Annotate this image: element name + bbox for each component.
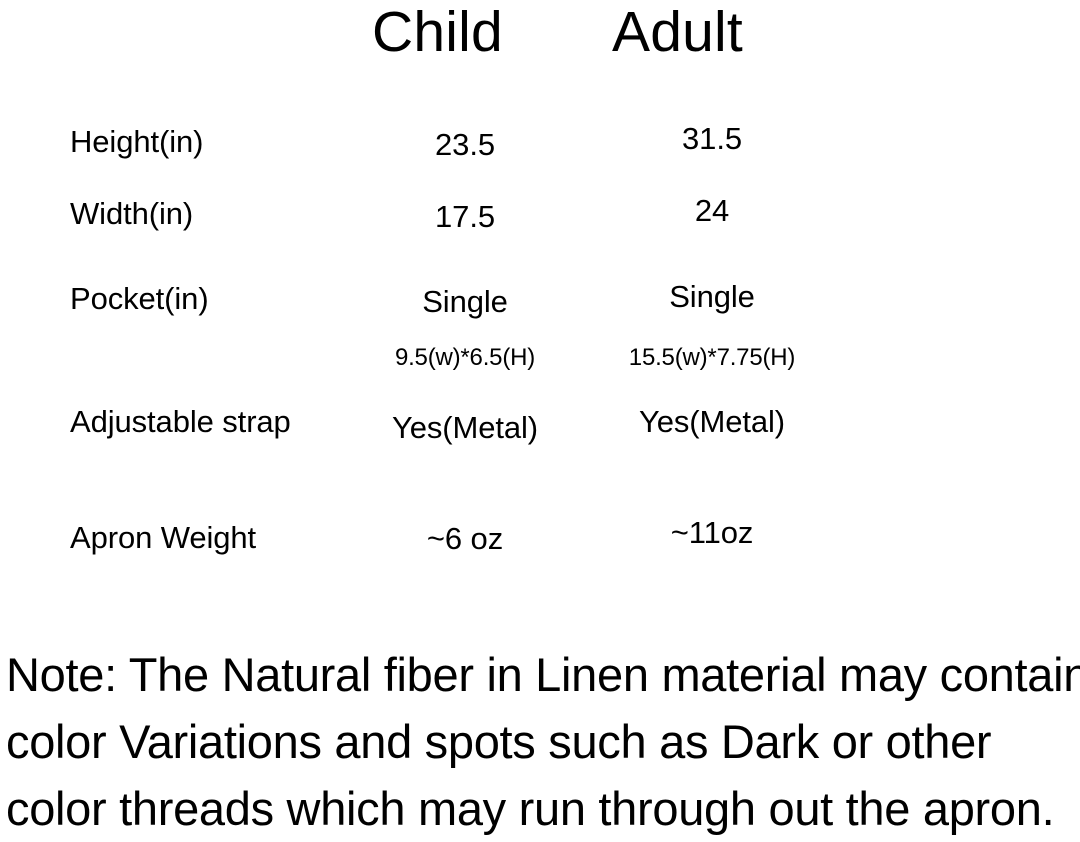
row-label-apron-weight: Apron Weight — [70, 520, 257, 555]
cell-width-adult: 24 — [694, 193, 730, 228]
column-header-adult: Adult — [612, 0, 743, 64]
cell-height-child: 23.5 — [435, 127, 495, 162]
row-label-width: Width(in) — [70, 196, 194, 231]
note-block: Note: The Natural fiber in Linen materia… — [6, 641, 1080, 842]
row-label-adjustable-strap: Adjustable strap — [70, 404, 291, 439]
cell-pocket-child: Single — [422, 284, 508, 319]
cell-pocket-dimensions-child: 9.5(w)*6.5(H) — [394, 344, 536, 371]
row-label-pocket: Pocket(in) — [70, 281, 209, 316]
cell-pocket-dimensions-adult: 15.5(w)*7.75(H) — [628, 344, 796, 371]
cell-adjustable-strap-adult: Yes(Metal) — [638, 404, 786, 439]
cell-apron-weight-child: ~6 oz — [426, 521, 504, 556]
cell-pocket-adult: Single — [669, 279, 755, 314]
cell-height-adult: 31.5 — [682, 121, 742, 156]
note-line-3: color threads which may run through out … — [6, 782, 1055, 835]
spec-table: Child Adult Height(in) 23.5 31.5 Width(i… — [70, 0, 796, 556]
cell-width-child: 17.5 — [435, 199, 495, 234]
column-header-child: Child — [372, 0, 503, 64]
cell-apron-weight-adult: ~11oz — [670, 515, 754, 550]
row-label-height: Height(in) — [70, 124, 204, 159]
note-line-2: color Variations and spots such as Dark … — [6, 715, 992, 768]
cell-adjustable-strap-child: Yes(Metal) — [391, 410, 539, 445]
note-line-1: Note: The Natural fiber in Linen materia… — [6, 648, 1080, 701]
